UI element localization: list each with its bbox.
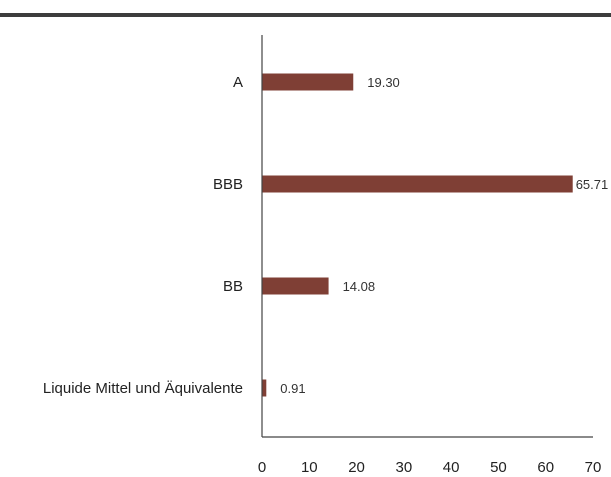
x-tick-label: 20 <box>348 459 365 476</box>
bar <box>262 379 267 397</box>
category-label: BBB <box>213 176 243 193</box>
top-border <box>0 0 611 17</box>
x-tick-label: 50 <box>490 459 507 476</box>
value-label: 0.91 <box>280 381 305 396</box>
value-labels-group: 19.30 65.71 14.08 0.91 <box>280 75 608 396</box>
bar <box>262 175 573 193</box>
top-rule-line <box>0 13 611 17</box>
bar <box>262 277 329 295</box>
category-label: A <box>233 74 243 91</box>
category-label: Liquide Mittel und Äquivalente <box>43 380 243 397</box>
axes-group <box>261 35 593 438</box>
x-tick-labels-group: 0 10 20 30 40 50 60 70 <box>258 459 602 476</box>
x-tick-label: 60 <box>537 459 554 476</box>
x-tick-label: 70 <box>585 459 602 476</box>
value-label: 14.08 <box>343 279 376 294</box>
bar <box>262 73 354 91</box>
value-label: 65.71 <box>576 177 609 192</box>
x-tick-label: 10 <box>301 459 318 476</box>
category-label: BB <box>223 278 243 295</box>
x-tick-label: 30 <box>396 459 413 476</box>
bars-group <box>262 73 573 397</box>
x-tick-label: 40 <box>443 459 460 476</box>
x-tick-label: 0 <box>258 459 266 476</box>
value-label: 19.30 <box>367 75 400 90</box>
